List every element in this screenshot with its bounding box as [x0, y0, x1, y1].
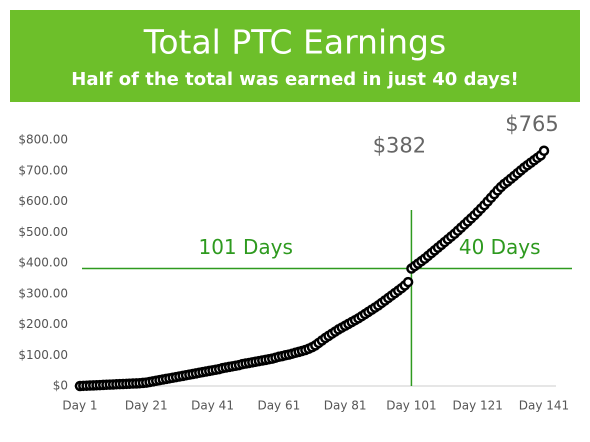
- value-label: $765: [505, 112, 558, 136]
- x-tick-label: Day 41: [191, 399, 234, 413]
- chart-subtitle: Half of the total was earned in just 40 …: [71, 69, 518, 90]
- x-tick-label: Day 101: [386, 399, 436, 413]
- y-tick-label: $400.00: [18, 256, 68, 270]
- x-tick-label: Day 21: [125, 399, 168, 413]
- y-tick-label: $100.00: [18, 348, 68, 362]
- data-point: [402, 276, 414, 288]
- y-tick-label: $300.00: [18, 286, 68, 300]
- y-tick-label: $600.00: [18, 194, 68, 208]
- value-label: $382: [373, 134, 426, 158]
- x-tick-label: Day 61: [257, 399, 300, 413]
- data-point: [538, 145, 550, 157]
- x-tick-label: Day 141: [519, 399, 569, 413]
- y-tick-label: $200.00: [18, 317, 68, 331]
- y-tick-label: $700.00: [18, 163, 68, 177]
- x-tick-label: Day 81: [324, 399, 367, 413]
- y-tick-label: $500.00: [18, 225, 68, 239]
- y-tick-label: $0: [53, 379, 68, 393]
- region-label: 40 Days: [459, 235, 541, 259]
- x-tick-label: Day 1: [62, 399, 97, 413]
- chart-title: Total PTC Earnings: [143, 23, 446, 62]
- header-band: [10, 10, 580, 102]
- region-label: 101 Days: [198, 235, 292, 259]
- x-tick-label: Day 121: [453, 399, 503, 413]
- y-tick-label: $800.00: [18, 133, 68, 147]
